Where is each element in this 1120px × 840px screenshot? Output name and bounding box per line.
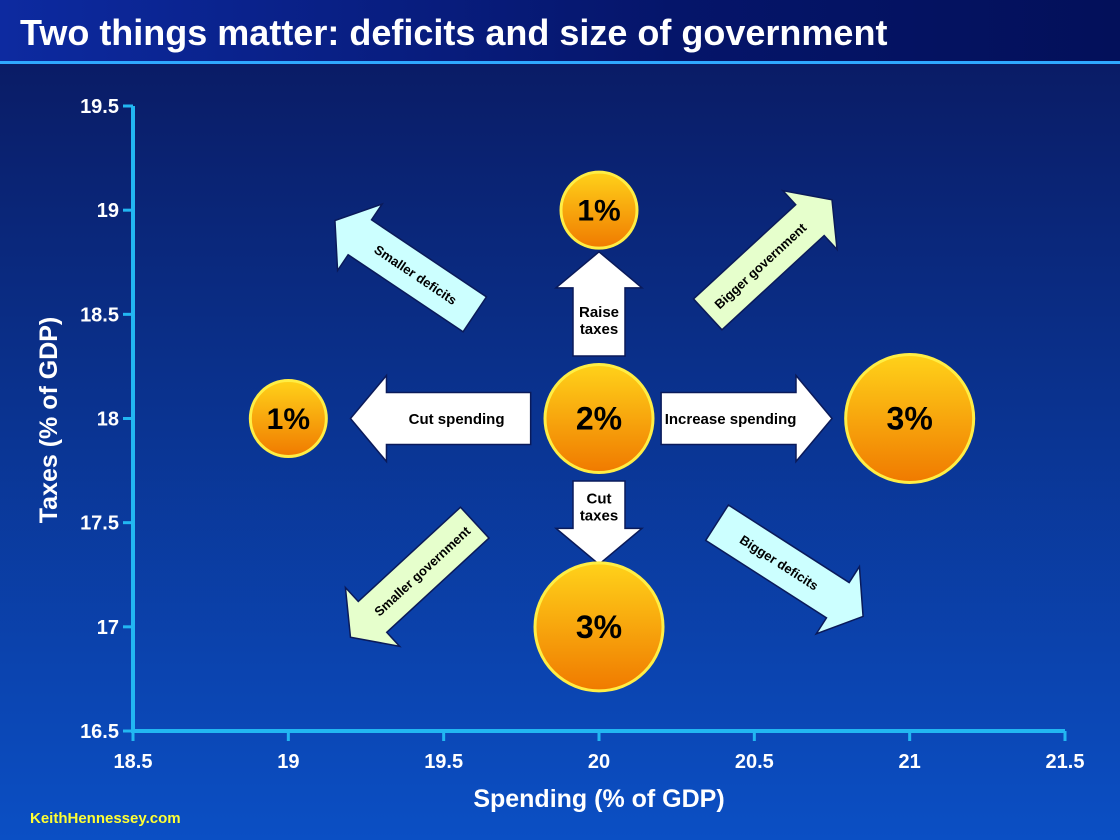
bubbles: 2% 1% 1% 3% 3%: [248, 170, 976, 693]
arrow-shape: [344, 506, 491, 648]
footer-credit: KeithHennessey.com: [30, 810, 181, 827]
bubble-label: 3%: [576, 609, 622, 645]
x-tick-label: 19.5: [424, 751, 463, 773]
y-tick-label: 17.5: [80, 513, 119, 535]
bubble-label: 1%: [577, 195, 620, 228]
arrow-cut-spending: Cut spending: [349, 373, 532, 464]
arrow-label-text: Increase spending: [665, 411, 797, 428]
x-tick-label: 19: [277, 751, 299, 773]
bubble-label: 2%: [576, 401, 622, 437]
arrow-label-group: Increase spending: [665, 411, 797, 428]
bubble-circle: [543, 363, 655, 474]
x-axis-label: Spending (% of GDP): [473, 785, 724, 813]
bubble-circle: [559, 170, 639, 250]
y-tick-label: 17: [97, 617, 119, 639]
arrow-label-text: Cut spending: [409, 411, 505, 428]
x-tick-label: 20.5: [735, 751, 774, 773]
bubble-1: 2%: [543, 363, 655, 474]
arrow-label-text: taxes: [580, 508, 618, 525]
arrow-shape: [553, 250, 645, 357]
x-tick-label: 18.5: [114, 751, 153, 773]
y-tick-label: 18.5: [80, 304, 119, 326]
bubble-4: 3%: [844, 353, 976, 484]
arrow-label-text: Cut: [587, 491, 612, 508]
arrow-shape: [692, 189, 839, 331]
x-tick-label: 20: [588, 751, 610, 773]
x-tick-label: 21: [899, 751, 921, 773]
bubble-circle: [533, 561, 665, 693]
arrow-shape: [660, 373, 833, 464]
y-tick-label: 19: [97, 200, 119, 222]
arrow-label-group: Cut spending: [409, 411, 505, 428]
arrow-increase-spending: Increase spending: [660, 373, 833, 464]
y-axis-label: Taxes (% of GDP): [35, 317, 63, 524]
slide-title: Two things matter: deficits and size of …: [20, 12, 888, 53]
bubble-2: 1%: [559, 170, 639, 250]
bubble-circle: [248, 379, 328, 458]
bubble-label: 1%: [267, 403, 310, 436]
axes: 19.5 19 18.5 18 17.5 17 16.5 18.5 19 19.5 20 20.5 21…: [35, 96, 1084, 813]
y-tick-label: 16.5: [80, 721, 119, 743]
bubble-5: 3%: [533, 561, 665, 693]
bubble-3: 1%: [248, 379, 328, 458]
y-tick-label: 19.5: [80, 96, 119, 118]
arrow-label-text: Raise: [579, 304, 619, 321]
x-tick-label: 21.5: [1046, 751, 1085, 773]
bubble-circle: [844, 353, 976, 484]
y-tick-label: 18: [97, 409, 119, 431]
arrow-shape: [704, 503, 864, 636]
arrow-shape: [334, 202, 488, 333]
title-bar: Two things matter: deficits and size of …: [0, 0, 1120, 64]
bubble-label: 3%: [887, 401, 933, 437]
arrow-label-text: taxes: [580, 321, 618, 338]
arrow-shape: [349, 373, 532, 464]
arrow-shape: [553, 480, 645, 566]
